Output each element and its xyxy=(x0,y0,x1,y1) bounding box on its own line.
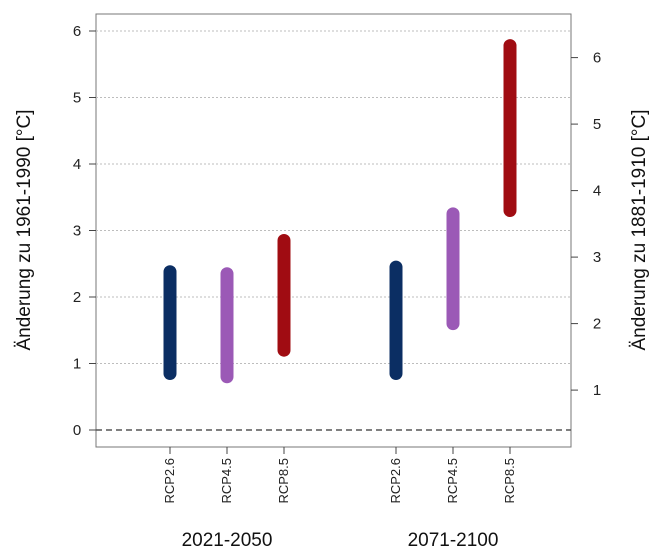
category-label: RCP2.6 xyxy=(162,458,177,504)
left-y-tick-label: 3 xyxy=(73,223,81,240)
left-y-tick-label: 6 xyxy=(73,23,81,40)
right-y-tick-label: 4 xyxy=(593,183,601,200)
right-y-tick-label: 1 xyxy=(593,382,601,399)
period-label: 2071-2100 xyxy=(408,530,499,551)
category-label: RCP4.5 xyxy=(445,458,460,504)
right-y-tick-label: 3 xyxy=(593,249,601,266)
right-y-tick-label: 6 xyxy=(593,50,601,67)
left-y-tick-label: 1 xyxy=(73,356,81,373)
right-y-tick-label: 5 xyxy=(593,116,601,133)
left-y-tick-label: 2 xyxy=(73,289,81,306)
category-label: RCP2.6 xyxy=(388,458,403,504)
right-y-axis: 1 2 3 4 5 6 xyxy=(571,50,601,399)
left-y-axis: 0 1 2 3 4 5 6 xyxy=(73,23,96,439)
category-label: RCP4.5 xyxy=(219,458,234,504)
left-y-tick-label: 4 xyxy=(73,156,81,173)
right-y-tick-label: 2 xyxy=(593,316,601,333)
right-y-axis-title: Änderung zu 1881-1910 [°C] xyxy=(629,109,650,350)
range-bars xyxy=(163,39,517,384)
period-label: 2021-2050 xyxy=(182,530,273,551)
category-label: RCP8.5 xyxy=(276,458,291,504)
left-y-tick-label: 0 xyxy=(73,422,81,439)
grid-lines xyxy=(96,30,571,431)
x-axis: RCP2.6 RCP4.5 RCP8.5 2021-2050 RCP2.6 RCP4.5 R… xyxy=(162,447,517,551)
left-y-axis-title: Änderung zu 1961-1990 [°C] xyxy=(14,109,35,350)
category-label: RCP8.5 xyxy=(502,458,517,504)
left-y-tick-label: 5 xyxy=(73,90,81,107)
